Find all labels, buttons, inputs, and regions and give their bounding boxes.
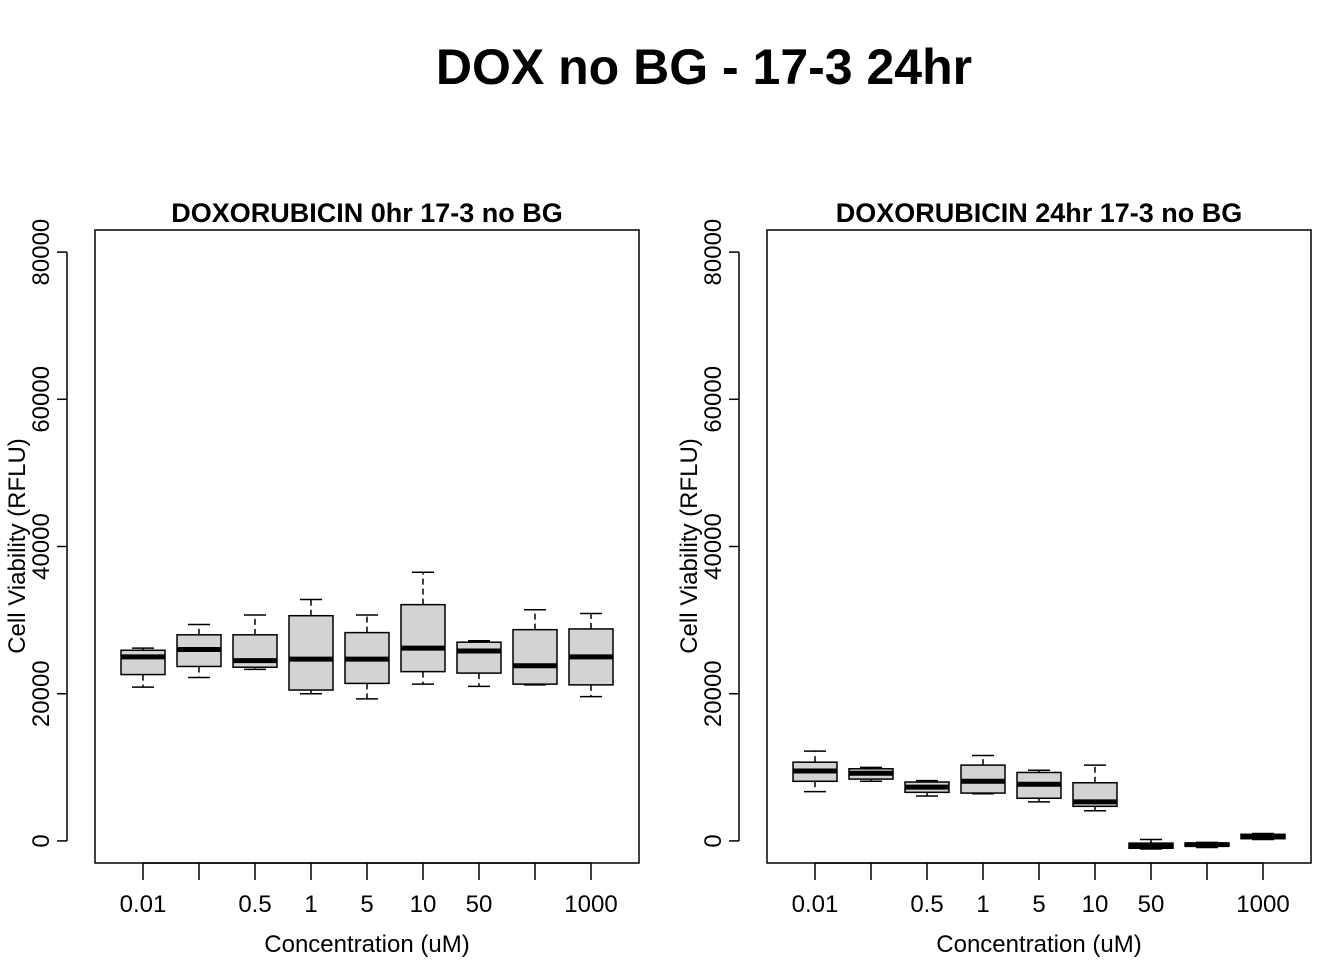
x-tick-label: 1000 — [1236, 891, 1289, 918]
iqr-box — [400, 603, 446, 673]
y-tick-label: 80000 — [700, 219, 727, 286]
x-tick-label: 50 — [1138, 891, 1165, 918]
box-2 — [904, 779, 950, 797]
box-8 — [1240, 832, 1286, 841]
y-tick-label: 40000 — [28, 513, 55, 580]
box-7 — [1184, 841, 1230, 849]
box-0 — [792, 750, 838, 793]
box-3 — [288, 598, 334, 695]
right-y-axis: 0 20000 40000 60000 80000 — [700, 219, 740, 848]
left-boxes — [120, 571, 614, 700]
left-plot-frame — [94, 229, 640, 864]
x-tick-label: 50 — [466, 891, 493, 918]
x-tick-label: 10 — [410, 891, 437, 918]
box-5 — [400, 571, 446, 685]
x-tick-label: 1000 — [564, 891, 617, 918]
left-boxplot-panel: DOXORUBICIN 0hr 17-3 no BG Concentration… — [4, 198, 640, 958]
box-3 — [960, 754, 1006, 795]
box-6 — [456, 639, 502, 688]
box-1 — [176, 623, 222, 679]
left-y-axis: 0 20000 40000 60000 80000 — [28, 219, 68, 848]
left-x-axis: 0.01 0.5 1 5 10 50 1000 — [120, 862, 618, 918]
box-5 — [1072, 764, 1118, 812]
x-tick-label: 1 — [976, 891, 989, 918]
x-tick-label: 0.01 — [792, 891, 839, 918]
y-tick-label: 20000 — [700, 660, 727, 727]
y-tick-label: 60000 — [28, 366, 55, 433]
iqr-box — [456, 641, 502, 674]
right-x-axis: 0.01 0.5 1 5 10 50 1000 — [792, 862, 1290, 918]
x-tick-label: 5 — [360, 891, 373, 918]
box-8 — [568, 612, 614, 698]
right-boxes — [792, 750, 1286, 850]
left-y-axis-label: Cell Viability (RFLU) — [4, 438, 31, 654]
right-x-axis-label: Concentration (uM) — [936, 931, 1141, 958]
box-7 — [512, 609, 558, 686]
box-1 — [848, 766, 894, 783]
y-tick-label: 60000 — [700, 366, 727, 433]
right-panel-title: DOXORUBICIN 24hr 17-3 no BG — [836, 198, 1243, 228]
y-tick-label: 80000 — [28, 219, 55, 286]
x-tick-label: 0.01 — [120, 891, 167, 918]
iqr-box — [120, 649, 166, 676]
x-tick-label: 0.5 — [910, 891, 943, 918]
iqr-box — [288, 614, 334, 691]
y-tick-label: 0 — [28, 834, 55, 847]
right-boxplot-panel: DOXORUBICIN 24hr 17-3 no BG Concentratio… — [676, 198, 1312, 958]
left-x-axis-label: Concentration (uM) — [264, 931, 469, 958]
x-tick-label: 5 — [1032, 891, 1045, 918]
box-4 — [1016, 769, 1062, 803]
box-0 — [120, 647, 166, 688]
box-4 — [344, 614, 390, 700]
y-tick-label: 20000 — [28, 660, 55, 727]
x-tick-label: 10 — [1082, 891, 1109, 918]
right-y-axis-label: Cell Viability (RFLU) — [676, 438, 703, 654]
iqr-box — [512, 628, 558, 685]
x-tick-label: 0.5 — [238, 891, 271, 918]
box-2 — [232, 614, 278, 671]
y-tick-label: 40000 — [700, 513, 727, 580]
x-tick-label: 1 — [304, 891, 317, 918]
left-panel-title: DOXORUBICIN 0hr 17-3 no BG — [171, 198, 563, 228]
y-tick-label: 0 — [700, 834, 727, 847]
figure-title: DOX no BG - 17-3 24hr — [435, 39, 973, 95]
box-6 — [1128, 838, 1174, 850]
